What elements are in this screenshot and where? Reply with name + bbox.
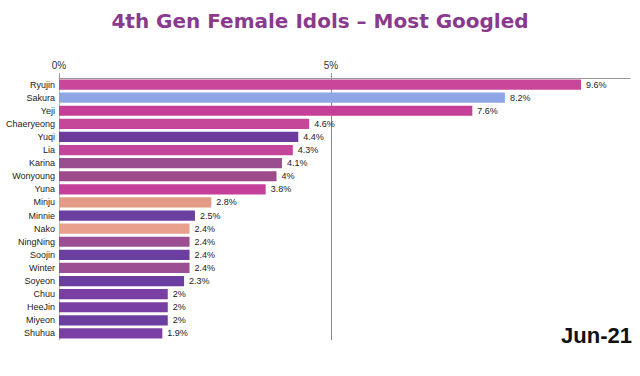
svg-text:Karina: Karina [29,158,55,168]
svg-text:4%: 4% [282,171,295,181]
svg-text:Wonyoung: Wonyoung [12,171,55,181]
svg-text:2.5%: 2.5% [200,211,221,221]
svg-text:5%: 5% [324,60,339,71]
svg-text:Shuhua: Shuhua [24,328,55,338]
svg-text:2%: 2% [173,289,186,299]
svg-text:Yuqi: Yuqi [37,132,55,142]
svg-text:Chaeryeong: Chaeryeong [6,119,55,129]
svg-text:2.4%: 2.4% [195,237,216,247]
svg-text:Soyeon: Soyeon [24,276,55,286]
svg-text:4.6%: 4.6% [314,119,335,129]
svg-text:Ryujin: Ryujin [30,80,55,90]
svg-text:Yeji: Yeji [41,106,55,116]
svg-text:2.3%: 2.3% [189,276,210,286]
svg-text:1.9%: 1.9% [167,328,188,338]
svg-text:Jun-21: Jun-21 [561,323,632,348]
svg-text:3.8%: 3.8% [271,184,292,194]
svg-text:4.4%: 4.4% [303,132,324,142]
svg-text:Minnie: Minnie [28,211,55,221]
svg-text:Minju: Minju [33,197,55,207]
svg-text:Chuu: Chuu [33,289,55,299]
svg-text:Lia: Lia [43,145,55,155]
svg-text:Miyeon: Miyeon [26,315,55,325]
svg-text:8.2%: 8.2% [510,93,531,103]
svg-text:2.8%: 2.8% [216,197,237,207]
svg-text:Sakura: Sakura [26,93,55,103]
svg-text:4.1%: 4.1% [287,158,308,168]
svg-text:2%: 2% [173,315,186,325]
svg-text:4th Gen Female Idols – Most Go: 4th Gen Female Idols – Most Googled [111,9,528,33]
svg-text:2.4%: 2.4% [195,250,216,260]
svg-text:Yuna: Yuna [34,184,55,194]
svg-text:0%: 0% [52,60,67,71]
svg-text:7.6%: 7.6% [477,106,498,116]
svg-text:Nako: Nako [34,224,55,234]
svg-text:9.6%: 9.6% [586,80,607,90]
svg-text:Winter: Winter [29,263,55,273]
svg-text:NingNing: NingNing [18,237,55,247]
svg-text:2.4%: 2.4% [195,263,216,273]
svg-text:Soojin: Soojin [30,250,55,260]
svg-text:2%: 2% [173,302,186,312]
svg-text:2.4%: 2.4% [195,224,216,234]
svg-text:4.3%: 4.3% [298,145,319,155]
svg-text:HeeJin: HeeJin [27,302,55,312]
